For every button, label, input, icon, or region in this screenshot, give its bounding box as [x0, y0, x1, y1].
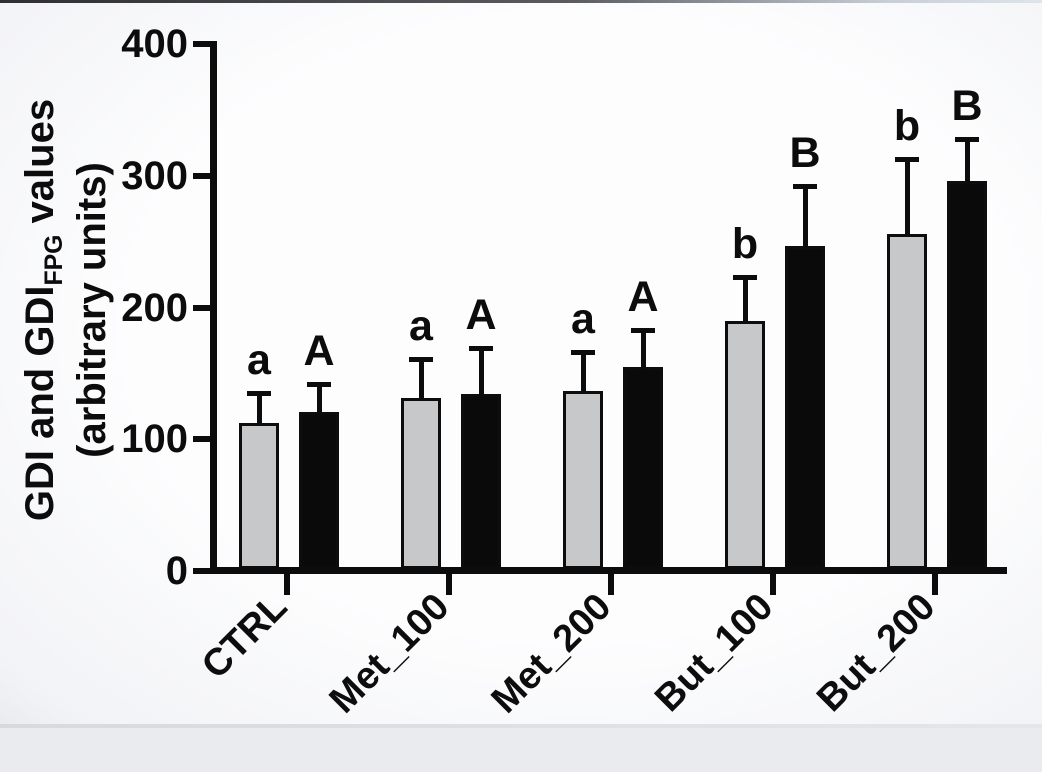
y-tick-100 — [193, 436, 211, 443]
bar-GDI_FPG-But_100 — [785, 245, 825, 569]
error-cap-GDI-Met_200 — [571, 350, 595, 356]
bar-GDI_FPG-Met_200 — [623, 366, 663, 569]
bar-GDI-Met_200 — [563, 390, 603, 569]
sig-letter-GDI_FPG-Met_200: A — [627, 272, 659, 321]
bar-GDI_FPG-But_200 — [947, 181, 987, 569]
bar-GDI-Met_100 — [401, 398, 441, 569]
y-tick-label-200: 200 — [121, 285, 188, 330]
error-bar-GDI_FPG-CTRL — [316, 383, 322, 414]
bar-GDI-CTRL — [239, 423, 279, 569]
error-bar-GDI-But_200 — [904, 158, 910, 236]
error-cap-GDI_FPG-But_100 — [793, 184, 817, 190]
image-top-edge — [0, 0, 1042, 3]
y-tick-0 — [193, 568, 211, 574]
x-tick-Met_200 — [608, 574, 614, 595]
x-tick-But_100 — [770, 574, 776, 595]
error-bar-GDI_FPG-Met_200 — [640, 329, 646, 369]
error-bar-GDI_FPG-Met_100 — [478, 348, 484, 397]
image-bottom-edge — [0, 724, 1042, 728]
sig-letter-GDI_FPG-Met_100: A — [465, 291, 497, 340]
sig-letter-GDI-Met_200: a — [571, 295, 595, 344]
y-tick-400 — [193, 41, 211, 47]
error-bar-GDI-But_100 — [742, 277, 748, 323]
bar-GDI-But_200 — [887, 233, 927, 569]
figure-canvas: GDI and GDIFPG values (arbitrary units) … — [0, 0, 1042, 728]
error-cap-GDI_FPG-Met_200 — [631, 327, 655, 333]
x-tick-CTRL — [284, 574, 290, 595]
x-tick-But_200 — [932, 574, 938, 595]
y-axis-line — [210, 41, 217, 574]
sig-letter-GDI-But_200: b — [893, 101, 921, 150]
error-cap-GDI_FPG-But_200 — [955, 136, 979, 142]
x-tick-Met_100 — [446, 574, 452, 595]
y-axis-title-subscript: FPG — [41, 234, 68, 286]
bar-GDI_FPG-Met_100 — [461, 394, 501, 569]
y-tick-label-300: 300 — [121, 153, 188, 198]
x-label-But_100: But_100 — [647, 585, 782, 720]
x-label-Met_100: Met_100 — [321, 585, 458, 722]
error-bar-GDI-CTRL — [256, 393, 262, 426]
error-cap-GDI_FPG-CTRL — [307, 381, 331, 387]
error-cap-GDI-Met_100 — [409, 356, 433, 362]
x-axis-line — [210, 567, 1007, 574]
error-bar-GDI-Met_100 — [418, 358, 424, 401]
error-cap-GDI-But_200 — [895, 156, 919, 162]
error-bar-GDI-Met_200 — [580, 352, 586, 393]
error-bar-GDI_FPG-But_200 — [964, 138, 970, 184]
y-tick-300 — [193, 172, 211, 179]
bar-GDI_FPG-CTRL — [299, 411, 339, 569]
x-label-Met_200: Met_200 — [483, 585, 620, 722]
bar-GDI-But_100 — [725, 320, 765, 569]
error-cap-GDI-CTRL — [247, 391, 271, 397]
sig-letter-GDI_FPG-CTRL: A — [303, 326, 335, 375]
error-cap-GDI-But_100 — [733, 275, 757, 281]
x-label-But_200: But_200 — [809, 585, 944, 720]
y-tick-label-0: 0 — [165, 549, 188, 593]
sig-letter-GDI-CTRL: a — [247, 336, 271, 385]
y-tick-label-400: 400 — [121, 22, 188, 66]
x-label-CTRL: CTRL — [194, 585, 296, 688]
sig-letter-GDI-Met_100: a — [409, 301, 433, 350]
y-tick-200 — [193, 304, 211, 311]
error-bar-GDI_FPG-But_100 — [802, 186, 808, 248]
sig-letter-GDI_FPG-But_200: B — [951, 81, 983, 130]
error-cap-GDI_FPG-Met_100 — [469, 346, 493, 352]
sig-letter-GDI_FPG-But_100: B — [789, 129, 821, 178]
y-tick-label-100: 100 — [121, 417, 188, 462]
sig-letter-GDI-But_100: b — [731, 220, 759, 269]
